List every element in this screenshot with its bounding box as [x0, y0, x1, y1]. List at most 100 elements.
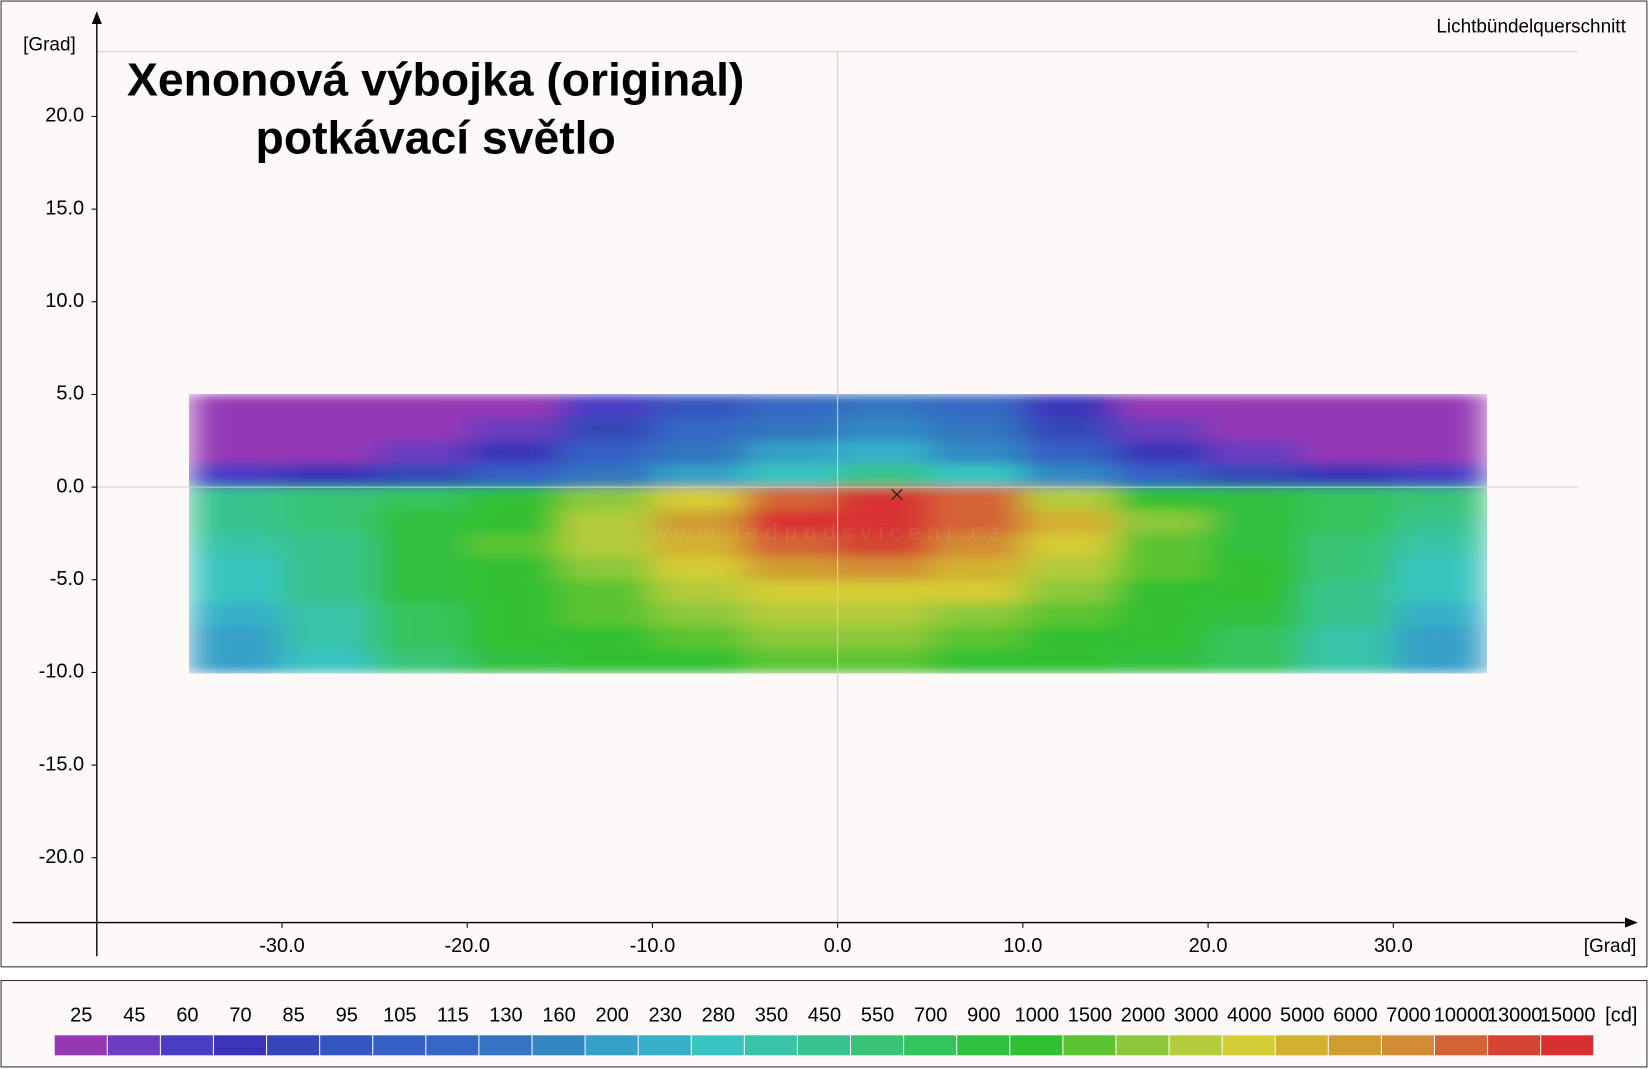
heat-cell: [1300, 487, 1394, 511]
heat-cell: [282, 510, 376, 535]
x-tick-label: 20.0: [1189, 935, 1228, 957]
legend-unit: [cd]: [1605, 1005, 1637, 1027]
heat-cell: [745, 602, 839, 627]
heat-cell: [837, 626, 931, 650]
heat-cell: [1208, 440, 1302, 465]
legend-swatch: [1169, 1035, 1222, 1056]
heat-cell: [652, 510, 746, 535]
heat-cell: [837, 579, 931, 604]
legend-swatch: [1116, 1035, 1169, 1056]
watermark: w w w . l e d p o d s v i c e n i . c z: [651, 519, 1001, 545]
heat-cell: [930, 626, 1024, 650]
max-marker: [891, 488, 903, 501]
heat-cell: [467, 440, 561, 465]
legend-swatch: [213, 1035, 267, 1056]
heat-cell: [1022, 440, 1117, 465]
heat-cell: [189, 556, 283, 581]
legend-swatch: [1435, 1035, 1488, 1056]
heat-cell: [930, 417, 1024, 442]
y-tick-label: 20.0: [45, 105, 84, 127]
heat-cell: [467, 602, 561, 627]
heat-cell: [1393, 602, 1487, 627]
heat-cell: [1300, 440, 1394, 465]
heat-cell: [652, 626, 746, 650]
heat-cell: [1393, 487, 1487, 511]
heat-cell: [837, 417, 931, 442]
heat-cell: [467, 487, 561, 511]
heat-cell: [1115, 394, 1209, 419]
legend-swatch: [744, 1035, 797, 1056]
legend-label: 5000: [1280, 1005, 1324, 1027]
legend-swatch: [267, 1035, 320, 1056]
legend-swatch: [160, 1035, 213, 1056]
y-tick-label: 5.0: [56, 383, 84, 405]
heat-cell: [559, 417, 654, 442]
heat-cell: [837, 487, 931, 511]
heat-cell: [282, 533, 376, 558]
heat-cell: [745, 510, 839, 535]
heat-cell: [189, 394, 283, 419]
heat-cell: [559, 533, 654, 558]
chart-subtitle: Lichtbündelquerschnitt: [1436, 16, 1626, 37]
heat-cell: [559, 463, 654, 488]
legend-swatch: [904, 1035, 957, 1056]
legend-label: 60: [176, 1005, 198, 1027]
heat-cell: [559, 626, 654, 650]
heat-cell: [837, 510, 931, 535]
x-tick-label: 10.0: [1003, 935, 1042, 957]
heat-cell: [374, 463, 468, 488]
heat-cell: [467, 649, 561, 674]
heat-cell: [1393, 556, 1487, 581]
heat-cell: [1208, 394, 1302, 419]
legend-label: 13000: [1487, 1005, 1543, 1027]
heat-cell: [467, 394, 561, 419]
heat-cell: [1208, 579, 1302, 604]
heat-cell: [1115, 510, 1209, 535]
legend-swatch: [957, 1035, 1010, 1056]
heat-cell: [374, 533, 468, 558]
heat-cell: [189, 510, 283, 535]
x-tick-label: 30.0: [1374, 935, 1413, 957]
heat-cell: [652, 487, 746, 511]
legend-label: 85: [282, 1005, 304, 1027]
heat-cell: [1115, 440, 1209, 465]
heat-cell: [189, 533, 283, 558]
heat-cell: [282, 556, 376, 581]
heat-cell: [374, 417, 468, 442]
heat-cell: [1115, 533, 1209, 558]
heat-cell: [282, 579, 376, 604]
heat-cell: [837, 649, 931, 674]
heat-cell: [930, 440, 1024, 465]
legend-label: 130: [489, 1005, 522, 1027]
legend-swatch: [107, 1035, 160, 1056]
heat-cell: [374, 626, 468, 650]
heat-cell: [189, 440, 283, 465]
heat-cell: [374, 487, 468, 511]
legend-swatch: [1275, 1035, 1328, 1056]
heat-cell: [745, 463, 839, 488]
heat-cell: [745, 533, 839, 558]
heat-cell: [1393, 510, 1487, 535]
heat-cell: [1115, 602, 1209, 627]
heat-cell: [374, 510, 468, 535]
heat-cell: [1300, 510, 1394, 535]
legend-swatch: [1488, 1035, 1541, 1056]
heat-cell: [1022, 602, 1117, 627]
legend-swatch: [479, 1035, 532, 1056]
legend-label: 2000: [1121, 1005, 1165, 1027]
legend-label: 200: [595, 1005, 628, 1027]
heat-cell: [1393, 440, 1487, 465]
heat-cell: [1115, 649, 1209, 674]
heat-cell: [559, 556, 654, 581]
heat-cell: [745, 649, 839, 674]
legend: 25 45 60 70 85 95 105 115 130 160 200 230 280 350 450 5…: [54, 1005, 1637, 1056]
heat-cell: [745, 579, 839, 604]
x-tick-label: -20.0: [444, 935, 490, 957]
legend-swatch: [1010, 1035, 1063, 1056]
heat-cell: [189, 463, 283, 488]
heat-cell: [745, 394, 839, 419]
heat-cell: [1300, 649, 1394, 674]
heat-cell: [930, 533, 1024, 558]
